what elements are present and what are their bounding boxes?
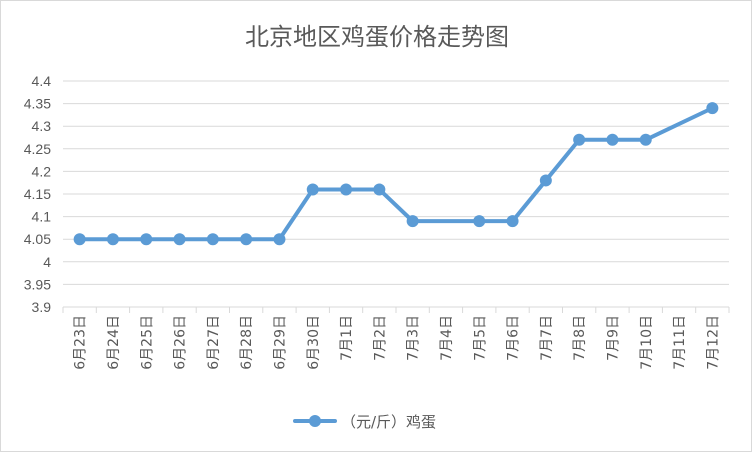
x-tick-label: 6月27日 <box>206 315 222 370</box>
x-tick-label: 6月30日 <box>306 315 322 370</box>
data-point[interactable] <box>140 233 153 246</box>
x-tick-label: 7月1日 <box>339 315 355 361</box>
gridlines <box>62 80 730 313</box>
x-tick-label: 7月2日 <box>372 315 388 361</box>
x-tick-label: 6月29日 <box>272 315 288 370</box>
data-point[interactable] <box>240 233 253 246</box>
y-tick-label: 4.2 <box>32 163 52 179</box>
data-point[interactable] <box>173 233 186 246</box>
y-tick-label: 4.3 <box>32 118 52 134</box>
x-tick-label: 7月5日 <box>472 315 488 361</box>
x-tick-label: 7月4日 <box>439 315 455 361</box>
x-tick-label: 7月8日 <box>572 315 588 361</box>
y-tick-label: 4.25 <box>24 141 51 157</box>
x-tick-label: 7月7日 <box>539 315 555 361</box>
y-tick-label: 4.4 <box>32 73 52 89</box>
data-point[interactable] <box>373 183 386 196</box>
x-tick-label: 6月24日 <box>106 315 122 370</box>
y-axis-ticks: 3.9 3.95 4 4.05 4.1 4.15 4.2 4.25 4.3 4.35 4.4 <box>24 73 51 315</box>
legend[interactable]: （元/斤）鸡蛋 <box>293 413 436 431</box>
data-point[interactable] <box>340 183 353 196</box>
y-tick-label: 4.15 <box>24 186 51 202</box>
x-tick-label: 7月10日 <box>639 315 655 370</box>
x-tick-label: 7月6日 <box>506 315 522 361</box>
data-point[interactable] <box>406 215 419 228</box>
data-point[interactable] <box>473 215 486 228</box>
data-point[interactable] <box>639 133 652 146</box>
series-line <box>77 106 715 242</box>
data-point[interactable] <box>506 215 519 228</box>
x-tick-label: 6月26日 <box>173 315 189 370</box>
data-point[interactable] <box>606 133 619 146</box>
x-tick-label: 7月9日 <box>605 315 621 361</box>
series-layer <box>73 102 719 246</box>
data-point[interactable] <box>206 233 219 246</box>
y-tick-label: 4 <box>43 254 51 270</box>
legend-label: （元/斤）鸡蛋 <box>341 413 436 431</box>
data-point[interactable] <box>539 174 552 187</box>
data-point[interactable] <box>306 183 319 196</box>
x-tick-label: 7月12日 <box>705 315 721 370</box>
data-point[interactable] <box>706 102 719 115</box>
y-tick-label: 4.35 <box>24 96 51 112</box>
y-tick-label: 4.1 <box>32 209 52 225</box>
data-point[interactable] <box>573 133 586 146</box>
x-tick-label: 7月11日 <box>672 315 688 370</box>
data-point[interactable] <box>73 233 86 246</box>
x-tick-label: 6月23日 <box>73 315 89 370</box>
y-tick-label: 3.95 <box>24 276 51 292</box>
x-tick-label: 6月28日 <box>239 315 255 370</box>
chart-title: 北京地区鸡蛋价格走势图 <box>245 23 509 51</box>
x-axis-ticks: 6月23日 6月24日 6月25日 6月26日 6月27日 6月28日 6月29日 6月30日… <box>73 315 722 370</box>
legend-marker <box>309 415 321 427</box>
y-tick-label: 4.05 <box>24 231 51 247</box>
x-tick-label: 7月3日 <box>406 315 422 361</box>
data-point[interactable] <box>273 233 286 246</box>
x-tick-label: 6月25日 <box>139 315 155 370</box>
data-point[interactable] <box>106 233 119 246</box>
y-tick-label: 3.9 <box>32 299 52 315</box>
